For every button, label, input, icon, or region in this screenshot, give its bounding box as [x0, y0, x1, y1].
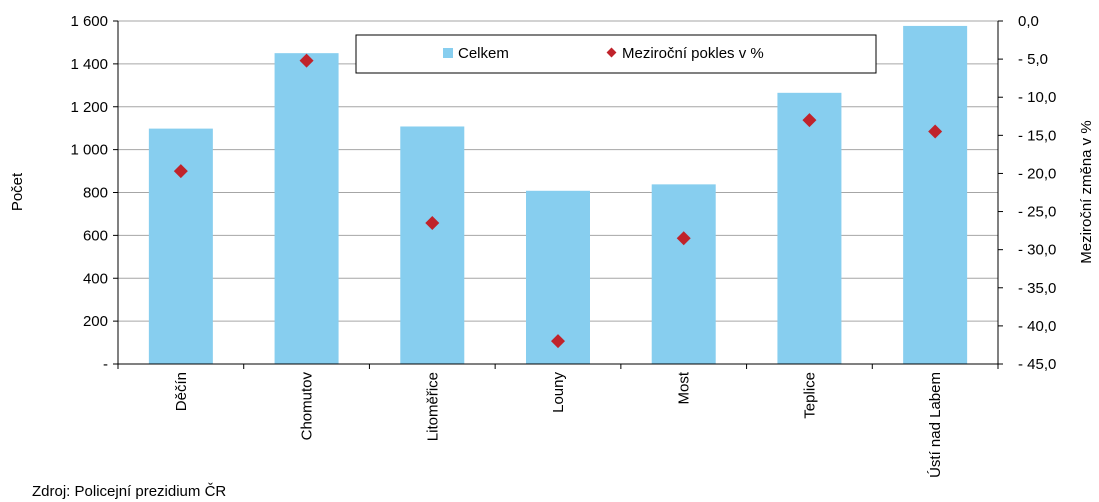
- x-tick-label: Louny: [550, 372, 567, 413]
- axes: [113, 20, 1003, 369]
- bar: [651, 184, 716, 364]
- y-tick-labels: - 200 400 600 800 1 000 1 200 1 400 1 600: [70, 13, 108, 373]
- y-tick-label: 200: [83, 313, 108, 330]
- legend-label-bars: Celkem: [458, 45, 509, 62]
- y-right-tick-label: - 10,0: [1018, 89, 1056, 106]
- x-tick-label: Chomutov: [299, 372, 316, 441]
- y-right-axis-title: Meziroční změna v %: [1078, 120, 1095, 263]
- legend-swatch-markers: [606, 47, 617, 58]
- y-right-tick-labels: 0,0 - 5,0 - 10,0 - 15,0 - 20,0 - 25,0 - 30,0 - …: [1018, 13, 1056, 373]
- x-tick-label: Teplice: [801, 372, 818, 419]
- x-tick-labels: Děčín Chomutov Litoměřice Louny Most Teplice Ú…: [173, 371, 944, 478]
- y-right-tick-label: - 40,0: [1018, 318, 1056, 335]
- y-right-tick-label: - 35,0: [1018, 280, 1056, 297]
- bar: [274, 53, 339, 364]
- marker: [928, 124, 943, 139]
- x-tick-label: Litoměřice: [424, 372, 441, 441]
- legend-box: [355, 34, 877, 74]
- marker: [802, 113, 817, 128]
- marker: [676, 231, 691, 246]
- y-tick-label: 1 000: [70, 142, 108, 159]
- y-tick-label: 400: [83, 270, 108, 287]
- y-tick-label: -: [103, 356, 108, 373]
- marker: [173, 164, 188, 179]
- y-right-tick-label: - 30,0: [1018, 242, 1056, 259]
- source-note: Zdroj: Policejní prezidium ČR: [32, 483, 227, 500]
- x-tick-label: Most: [676, 371, 693, 404]
- bar: [903, 25, 968, 364]
- y-tick-label: 1 600: [70, 13, 108, 30]
- y-right-tick-label: - 15,0: [1018, 127, 1056, 144]
- y-right-tick-label: 0,0: [1018, 13, 1039, 30]
- bars: [148, 25, 968, 365]
- y-right-tick-label: - 25,0: [1018, 204, 1056, 221]
- x-tick-label: Ústí nad Labem: [927, 372, 944, 478]
- legend: Celkem Meziroční pokles v %: [355, 34, 877, 74]
- y-tick-label: 1 200: [70, 99, 108, 116]
- markers: [173, 53, 943, 349]
- marker: [425, 215, 440, 230]
- y-tick-label: 800: [83, 185, 108, 202]
- marker: [299, 53, 314, 68]
- legend-swatch-bars: [443, 48, 453, 58]
- legend-label-markers: Meziroční pokles v %: [622, 45, 764, 62]
- y-right-tick-label: - 20,0: [1018, 165, 1056, 182]
- x-tick-label: Děčín: [173, 372, 190, 411]
- bar: [400, 126, 465, 364]
- bar: [148, 128, 213, 364]
- y-right-tick-label: - 5,0: [1018, 51, 1048, 68]
- y-right-tick-label: - 45,0: [1018, 356, 1056, 373]
- y-axis-title: Počet: [9, 172, 26, 211]
- y-tick-label: 600: [83, 227, 108, 244]
- marker: [551, 334, 565, 349]
- y-tick-label: 1 400: [70, 56, 108, 73]
- bar: [777, 92, 842, 365]
